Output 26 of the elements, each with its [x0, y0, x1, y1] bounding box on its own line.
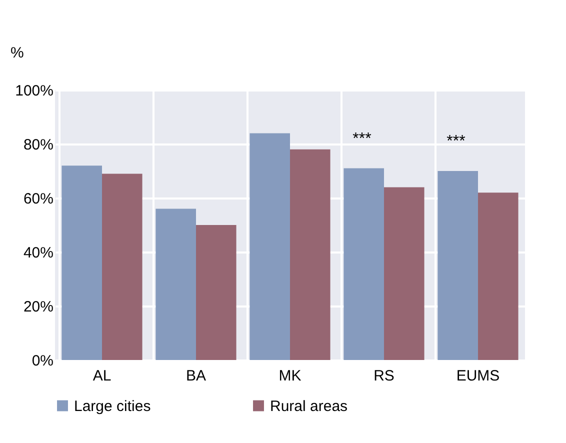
y-axis-title: %	[10, 44, 24, 62]
bar	[102, 174, 142, 360]
y-tick-label: 60%	[23, 190, 54, 208]
bar	[290, 149, 330, 360]
bar	[478, 192, 518, 360]
x-tick-label: RS	[374, 368, 394, 384]
annotation: ***	[352, 130, 372, 148]
x-tick-label: MK	[278, 368, 302, 384]
y-tick-label: 80%	[23, 136, 54, 154]
bar	[62, 166, 102, 360]
bar	[196, 225, 236, 360]
bar	[250, 133, 290, 360]
y-tick-label: 0%	[32, 352, 54, 370]
bar	[156, 208, 196, 360]
y-tick-label: 100%	[15, 82, 54, 100]
bar	[384, 187, 424, 360]
x-tick-label: AL	[92, 368, 112, 384]
legend-label: Rural areas	[270, 398, 348, 415]
y-tick-label: 20%	[23, 298, 54, 316]
legend-label: Large cities	[74, 398, 151, 415]
x-tick-label: BA	[186, 368, 206, 384]
x-tick-label: EUMS	[456, 368, 500, 384]
bar	[438, 171, 478, 360]
bar	[344, 168, 384, 360]
annotation: ***	[446, 133, 466, 150]
y-tick-label: 40%	[23, 244, 54, 262]
